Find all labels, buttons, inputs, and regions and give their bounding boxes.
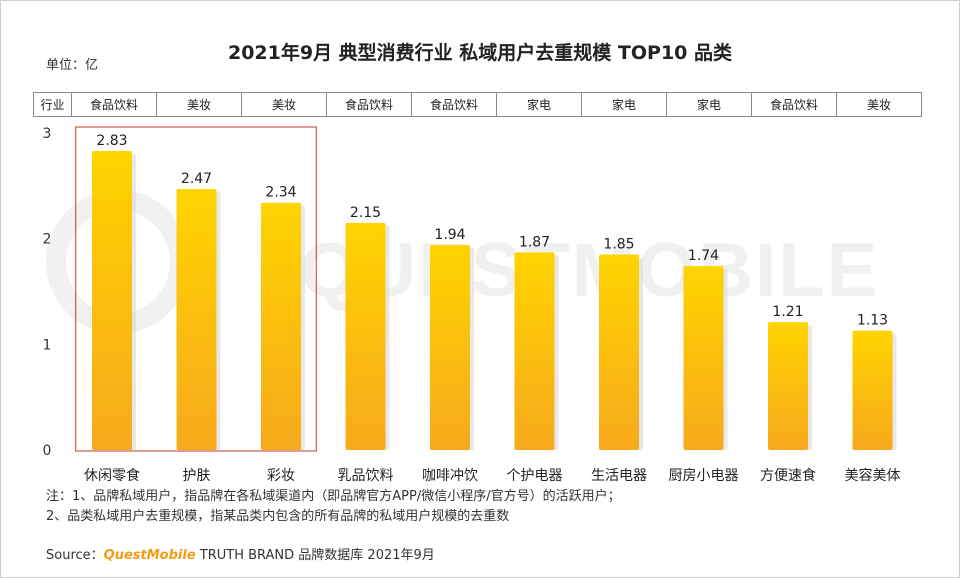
bar-value-label: 2.83 — [96, 133, 127, 149]
notes: 注：1、品牌私域用户，指品牌在各私域渠道内（即品牌官方APP/微信小程序/官方号… — [46, 487, 621, 527]
x-category-label: 乳品饮料 — [338, 468, 394, 484]
x-category-label: 咖啡冲饮 — [422, 468, 478, 484]
industry-cell: 家电 — [666, 92, 752, 117]
bar-value-label: 1.74 — [688, 248, 719, 264]
y-tick-label: 0 — [43, 443, 52, 459]
y-axis: 0 1 2 3 — [43, 126, 52, 459]
bar — [345, 222, 386, 450]
industry-table: 行业 食品饮料 美妆 美妆 食品饮料 食品饮料 家电 家电 家电 食品饮料 美妆 — [33, 92, 922, 117]
industry-cell: 食品饮料 — [411, 92, 497, 117]
industry-cell: 美妆 — [836, 92, 922, 117]
bar-value-label: 1.94 — [434, 227, 465, 243]
industry-cell: 家电 — [581, 92, 667, 117]
bar-value-label: 1.87 — [519, 234, 550, 250]
industry-header-cell: 行业 — [33, 92, 72, 117]
industry-cell: 家电 — [496, 92, 582, 117]
x-category-label: 个护电器 — [507, 468, 563, 484]
bar — [683, 266, 724, 450]
industry-cell: 食品饮料 — [751, 92, 837, 117]
bar — [430, 245, 470, 450]
bar — [852, 330, 893, 450]
industry-cell: 美妆 — [156, 92, 242, 117]
x-category-label: 彩妆 — [267, 468, 295, 484]
source-brand: QuestMobile — [103, 548, 196, 563]
x-category-label: 方便速食 — [760, 467, 816, 484]
x-category-label: 生活电器 — [591, 468, 647, 484]
watermark-text: QUESTMOBILE — [300, 228, 879, 313]
y-tick-label: 3 — [43, 126, 52, 142]
source-prefix: Source： — [46, 548, 104, 563]
bar — [768, 322, 808, 450]
bar — [514, 252, 555, 450]
note-line: 注：1、品牌私域用户，指品牌在各私域渠道内（即品牌官方APP/微信小程序/官方号… — [46, 489, 621, 504]
bar — [599, 254, 639, 450]
chart-title: 2021年9月 典型消费行业 私域用户去重规模 TOP10 品类 — [227, 42, 733, 64]
industry-row: 行业 食品饮料 美妆 美妆 食品饮料 食品饮料 家电 家电 家电 食品饮料 美妆 — [33, 92, 922, 117]
x-axis-labels: 休闲零食 护肤 彩妆 乳品饮料 咖啡冲饮 个护电器 生活电器 厨房小电器 方便速食 美容美体 — [84, 467, 901, 484]
bar-value-label: 1.13 — [857, 313, 888, 329]
bar-value-label: 1.21 — [772, 304, 803, 320]
bars — [92, 150, 897, 451]
industry-cell: 食品饮料 — [326, 92, 412, 117]
x-category-label: 休闲零食 — [84, 467, 140, 484]
highlight-box — [75, 126, 317, 452]
source-suffix: TRUTH BRAND 品牌数据库 2021年9月 — [195, 548, 435, 563]
industry-cell: 食品饮料 — [71, 92, 157, 117]
industry-cell: 美妆 — [241, 92, 327, 117]
unit-label: 单位：亿 — [46, 58, 99, 73]
bar — [261, 202, 301, 450]
bar-value-label: 2.15 — [350, 205, 381, 221]
bar-value-label: 1.85 — [603, 237, 634, 253]
x-category-label: 厨房小电器 — [669, 468, 739, 484]
y-tick-label: 2 — [43, 232, 52, 248]
source-line: Source：QuestMobile TRUTH BRAND 品牌数据库 202… — [46, 544, 435, 563]
y-tick-label: 1 — [43, 337, 52, 353]
bar — [92, 150, 132, 451]
bar-value-labels: 2.83 2.47 2.34 2.15 1.94 1.87 1.85 1.74 1.21 1.13 — [96, 133, 888, 329]
bar — [176, 189, 217, 450]
bar-value-label: 2.34 — [265, 185, 296, 201]
x-category-label: 护肤 — [183, 468, 211, 484]
note-line: 2、品类私域用户去重规模，指某品类内包含的所有品牌的私域用户规模的去重数 — [46, 509, 510, 524]
bar-value-label: 2.47 — [181, 171, 212, 187]
x-category-label: 美容美体 — [845, 467, 901, 484]
